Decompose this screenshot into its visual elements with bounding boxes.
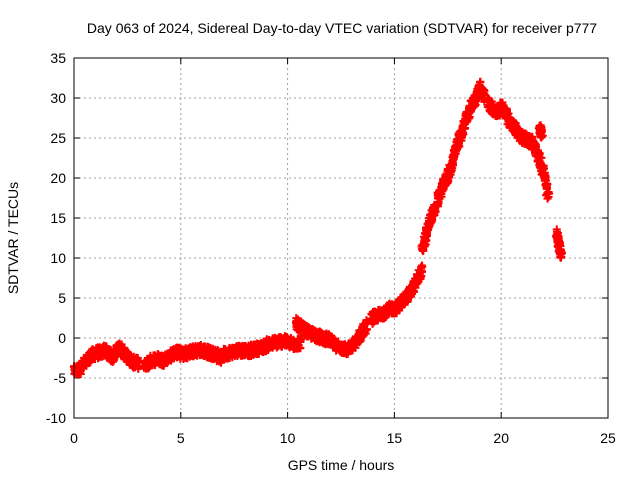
y-tick-label: 25	[50, 130, 66, 146]
x-tick-label: 0	[70, 430, 78, 446]
x-tick-label: 20	[493, 430, 509, 446]
y-tick-label: -10	[46, 410, 66, 426]
data-point	[295, 336, 304, 345]
y-tick-label: -5	[54, 370, 67, 386]
x-tick-label: 10	[280, 430, 296, 446]
y-axis-label: SDTVAR / TECUs	[5, 182, 21, 294]
y-tick-label: 10	[50, 250, 66, 266]
y-tick-label: 20	[50, 170, 66, 186]
x-tick-label: 15	[387, 430, 403, 446]
data-points	[69, 77, 566, 379]
data-point	[544, 193, 553, 202]
x-tick-label: 5	[177, 430, 185, 446]
plot-frame	[73, 57, 609, 419]
data-point	[430, 206, 439, 215]
y-tick-label: 30	[50, 90, 66, 106]
data-point	[296, 344, 305, 353]
axis-ticks: -10 -5 0 5 10 15 20 25 30 35 0 5 10 15 20 25	[46, 50, 616, 446]
data-point	[135, 358, 144, 367]
data-point	[556, 253, 565, 262]
x-tick-label: 25	[600, 430, 616, 446]
data-point	[362, 325, 371, 334]
data-point	[133, 361, 142, 370]
y-tick-label: 5	[58, 290, 66, 306]
data-point	[537, 126, 546, 135]
chart-title: Day 063 of 2024, Sidereal Day-to-day VTE…	[87, 20, 597, 36]
y-tick-label: 35	[50, 50, 66, 66]
x-axis-label: GPS time / hours	[288, 457, 395, 473]
y-tick-label: 0	[58, 330, 66, 346]
data-point	[538, 131, 547, 140]
data-point	[418, 262, 427, 271]
y-tick-label: 15	[50, 210, 66, 226]
